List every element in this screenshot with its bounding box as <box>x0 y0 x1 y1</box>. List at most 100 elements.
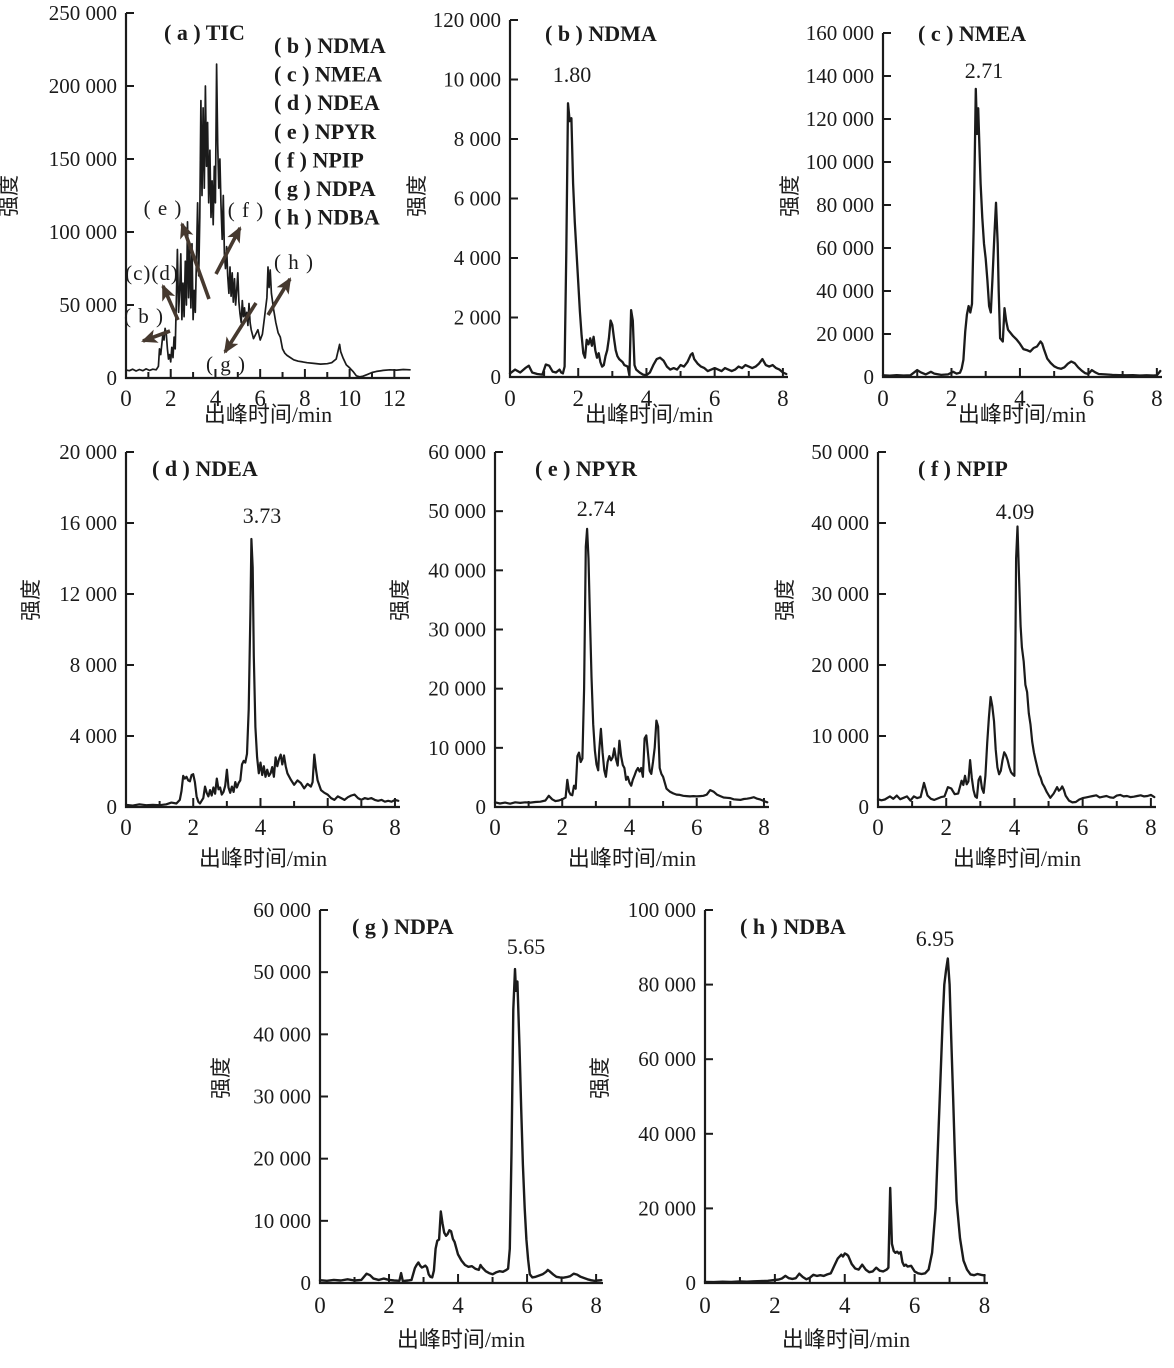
chart-a: 0 50 000 100 000 150 000 200 000 250 000 0 2 4 6 8… <box>0 1 411 427</box>
plot-h-ytick-label: 0 <box>686 1271 697 1295</box>
plot-g-peak-label: 5.65 <box>507 934 546 959</box>
plot-e-trace <box>493 527 769 805</box>
plot-g-ytick-label: 20 000 <box>253 1147 311 1171</box>
plot-b-ytick-label: 6 000 <box>454 187 501 211</box>
plot-e-xtick-label: 0 <box>489 815 501 840</box>
plot-e-peak-label: 2.74 <box>577 496 616 521</box>
plot-h-trace <box>703 957 986 1284</box>
plot-e-xtick-label: 2 <box>556 815 568 840</box>
plot-d-ytick-label: 0 <box>107 795 118 819</box>
plot-g-xlabel: 出峰时间/min <box>397 1327 525 1352</box>
plot-g-ytick-label: 60 000 <box>253 898 311 922</box>
plot-d-ytick-label: 16 000 <box>59 511 117 535</box>
callout-arrow-icon <box>161 284 180 321</box>
plot-h-xtick-label: 2 <box>769 1293 781 1318</box>
plot-f-ylabel: 强度 <box>773 579 797 621</box>
plot-b-ytick-label: 0 <box>491 365 502 389</box>
chart-e: 0 10 000 20 000 30 000 40 000 50 000 60 000 0 2 4… <box>388 440 770 871</box>
plot-e-ytick-label: 10 000 <box>428 736 486 760</box>
plot-d-title: ( d ) NDEA <box>152 456 258 481</box>
plot-f-trace <box>876 525 1156 804</box>
plot-c-ytick-label: 80 000 <box>816 193 874 217</box>
plot-c-ytick-label: 100 000 <box>806 150 874 174</box>
plot-c-title: ( c ) NMEA <box>918 21 1026 46</box>
callout-label: ( e ) <box>144 196 183 220</box>
plot-c-xtick-label: 2 <box>946 386 958 411</box>
plot-c-axes <box>881 33 1162 379</box>
callout-label: (c)(d) <box>125 261 179 285</box>
plot-h-ytick-label: 40 000 <box>638 1122 696 1146</box>
chart-b: 0 2 000 4 000 6 000 8 000 10 000 120 000 0 2 4 6 8 (… <box>405 8 789 427</box>
plot-b-title: ( b ) NDMA <box>545 21 657 46</box>
plot-f-peak-label: 4.09 <box>996 499 1035 524</box>
plot-d-xtick-label: 0 <box>120 815 132 840</box>
plot-e-ytick-label: 20 000 <box>428 677 486 701</box>
plot-g-title: ( g ) NDPA <box>352 914 454 939</box>
plot-h-xtick-label: 4 <box>839 1293 851 1318</box>
plot-c-xtick-label: 6 <box>1083 386 1095 411</box>
plot-a-title: ( a ) TIC <box>164 20 245 45</box>
legend-item-6: ( h ) NDBA <box>274 205 380 230</box>
legend-item-0: ( b ) NDMA <box>274 33 386 58</box>
plot-g-xtick-label: 8 <box>590 1293 602 1318</box>
plot-f-xtick-label: 2 <box>940 815 952 840</box>
plot-d-peak-label: 3.73 <box>243 503 282 528</box>
plot-c-xlabel: 出峰时间/min <box>958 402 1086 427</box>
plot-e-ytick-label: 50 000 <box>428 499 486 523</box>
plot-f-xlabel: 出峰时间/min <box>953 846 1081 871</box>
plot-b-ytick-label: 120 000 <box>433 8 501 32</box>
plot-g-xtick-label: 4 <box>452 1293 464 1318</box>
plot-d-ytick-label: 12 000 <box>59 582 117 606</box>
plot-f-xtick-label: 6 <box>1077 815 1089 840</box>
callout-arrow-icon <box>141 329 171 343</box>
plot-g-ytick-label: 30 000 <box>253 1085 311 1109</box>
chart-d: 0 4 000 8 000 12 000 16 000 20 000 0 2 4 6 8 ( d ) … <box>19 440 401 871</box>
plot-a-xtick-label: 10 <box>338 386 361 411</box>
plot-b-peak-label: 1.80 <box>553 62 592 87</box>
chart-g: 0 10 000 20 000 30 000 40 000 50 000 60 000 0 2 4… <box>209 898 603 1352</box>
plot-a-xtick-label: 0 <box>120 386 132 411</box>
plot-b-xtick-label: 8 <box>777 386 789 411</box>
plot-d-axes <box>124 452 400 809</box>
plot-h-ylabel: 强度 <box>588 1057 612 1099</box>
plot-f-title: ( f ) NPIP <box>918 456 1008 481</box>
plot-e-ytick-label: 40 000 <box>428 558 486 582</box>
chart-h: 0 20 000 40 000 60 000 80 000 100 000 0 2 4 6 8 ( h… <box>588 898 990 1352</box>
plot-d-xtick-label: 4 <box>255 815 267 840</box>
plot-h-xtick-label: 8 <box>979 1293 991 1318</box>
plot-b-ytick-label: 4 000 <box>454 246 501 270</box>
plot-a-ylabel: 强度 <box>0 175 21 217</box>
chart-f: 0 10 000 20 000 30 000 40 000 50 000 0 2 4 6 8 ( f … <box>773 440 1157 871</box>
plot-e-ytick-label: 30 000 <box>428 618 486 642</box>
plot-h-xlabel: 出峰时间/min <box>782 1327 910 1352</box>
plot-g-ylabel: 强度 <box>209 1057 233 1099</box>
legend-item-1: ( c ) NMEA <box>274 62 382 87</box>
plot-b-ylabel: 强度 <box>405 175 429 217</box>
plot-a-trace <box>125 63 411 378</box>
plot-c-peak-label: 2.71 <box>965 58 1004 83</box>
plot-h-ytick-label: 20 000 <box>638 1196 696 1220</box>
plot-f-ytick-label: 20 000 <box>811 653 869 677</box>
plot-c-ytick-label: 0 <box>864 365 875 389</box>
plot-c-ytick-label: 60 000 <box>816 236 874 260</box>
plot-g-ytick-label: 40 000 <box>253 1022 311 1046</box>
plot-g-xtick-label: 0 <box>314 1293 326 1318</box>
plot-e-ylabel: 强度 <box>388 579 412 621</box>
plot-a-ytick-label: 100 000 <box>49 220 117 244</box>
plot-g-ytick-label: 50 000 <box>253 960 311 984</box>
plot-h-xtick-label: 0 <box>699 1293 711 1318</box>
plot-c-xtick-label: 0 <box>877 386 889 411</box>
plot-c-xtick-label: 8 <box>1151 386 1163 411</box>
callout-label: ( f ) <box>228 198 264 222</box>
callout-label: ( b ) <box>124 304 164 328</box>
chart-c: 0 20 000 40 000 60 000 80 000 100 000 120 000 1… <box>778 21 1163 427</box>
callout-arrow-icon <box>266 277 292 316</box>
plot-c-ytick-label: 160 000 <box>806 21 874 45</box>
plot-a-xtick-label: 2 <box>165 386 177 411</box>
plot-h-peak-label: 6.95 <box>916 926 955 951</box>
plot-f-xtick-label: 4 <box>1009 815 1021 840</box>
callout-arrow-icon <box>223 302 258 354</box>
